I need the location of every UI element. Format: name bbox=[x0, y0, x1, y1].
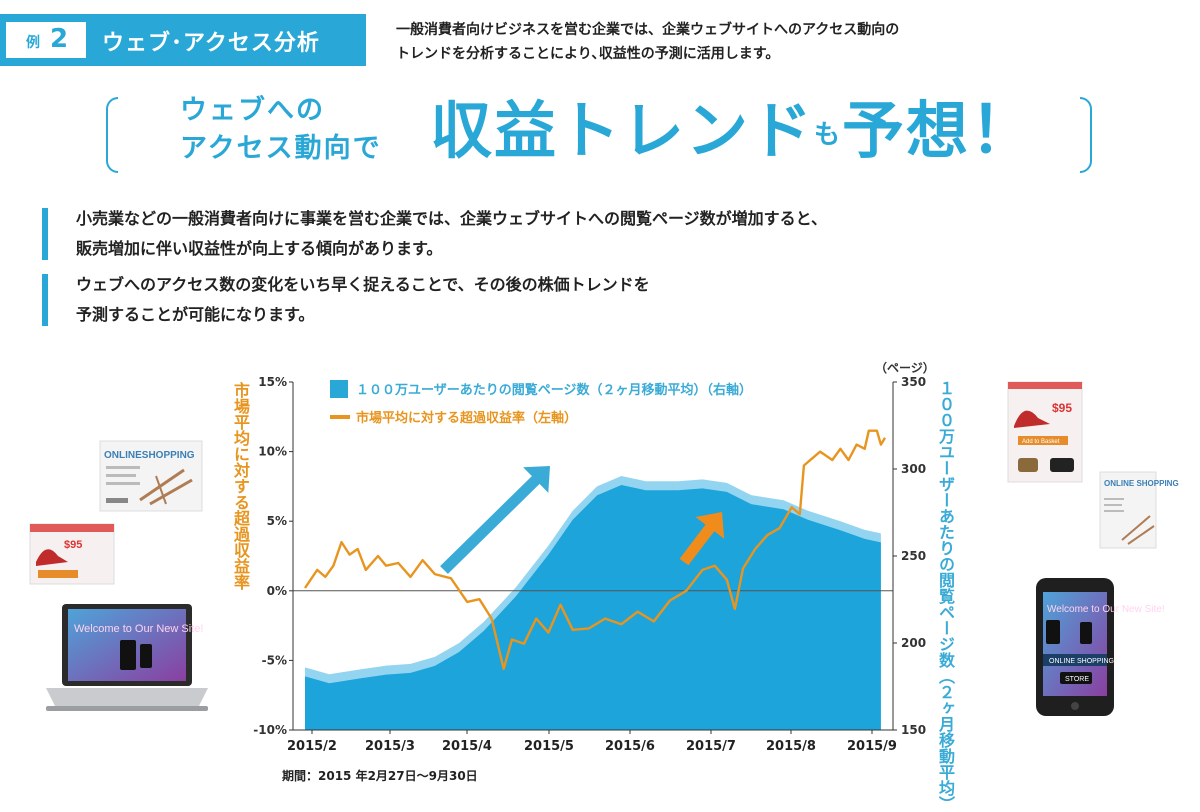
laptop-screen-text: Welcome to Our New Site! bbox=[74, 623, 203, 635]
legend-swatch-area bbox=[330, 380, 348, 398]
excess-return-line bbox=[304, 429, 887, 670]
legend-label-line: 市場平均に対する超過収益率（左軸） bbox=[356, 410, 577, 426]
period-note: 期間：2015 年2月27日～9月30日 bbox=[282, 768, 478, 783]
product-card-left: $95 bbox=[29, 523, 115, 585]
headline-main2: 予想 bbox=[842, 94, 971, 167]
price-tag-right: $95 bbox=[1052, 401, 1072, 415]
headline-lead-line: ウェブへの bbox=[180, 95, 325, 126]
point-2: ウェブへのアクセス数の変化をいち早く捉えることで、その後の株価トレンドを 予測す… bbox=[42, 270, 650, 330]
category-title: ウェブ･アクセス分析 bbox=[102, 31, 320, 56]
point-bar bbox=[42, 274, 48, 326]
left-tick-label: 5% bbox=[267, 514, 287, 528]
x-tick-label: 2015/4 bbox=[442, 739, 492, 754]
right-tick-label: 200 bbox=[901, 636, 926, 650]
header-description: 一般消費者向けビジネスを営む企業では、企業ウェブサイトへのアクセス動向の トレン… bbox=[396, 18, 899, 66]
phone-store-label: STORE bbox=[1065, 676, 1089, 683]
headline-particle: も bbox=[814, 119, 843, 150]
left-tick-label: -5% bbox=[262, 653, 287, 667]
laptop-illustration: Welcome to Our New Site! bbox=[46, 604, 208, 711]
x-tick-label: 2015/7 bbox=[686, 739, 736, 754]
headline-lead: ウェブへの アクセス動向で bbox=[180, 92, 382, 168]
left-axis-title: 市場平均に対する超過収益率 bbox=[231, 382, 250, 590]
price-tag: $95 bbox=[64, 539, 82, 551]
right-tick-label: 250 bbox=[901, 549, 926, 563]
left-tick-label: 10% bbox=[258, 445, 287, 459]
right-tick-label: 350 bbox=[901, 375, 926, 389]
right-axis-unit: （ページ） bbox=[875, 360, 935, 375]
headline-exclamation: ！ bbox=[970, 94, 1037, 168]
card-title-right: ONLINE SHOPPING bbox=[1104, 479, 1179, 488]
point-line: 販売増加に伴い収益性が向上する傾向があります。 bbox=[76, 239, 443, 258]
shopping-card-right: ONLINE SHOPPING bbox=[1099, 471, 1179, 549]
phone-screen-text: Welcome to Our New Site! bbox=[1047, 604, 1165, 615]
left-tick-label: 15% bbox=[258, 375, 287, 389]
x-tick-label: 2015/9 bbox=[847, 739, 897, 754]
description-line: 一般消費者向けビジネスを営む企業では、企業ウェブサイトへのアクセス動向の bbox=[396, 22, 900, 38]
product-card-right: $95 Add to Basket bbox=[1007, 381, 1083, 483]
point-bar bbox=[42, 208, 48, 260]
example-label: 例 bbox=[26, 35, 40, 51]
right-tick-label: 150 bbox=[901, 723, 926, 737]
point-1: 小売業などの一般消費者向けに事業を営む企業では、企業ウェブサイトへの閲覧ページ数… bbox=[42, 204, 827, 264]
page-views-area bbox=[305, 485, 881, 730]
card-title: ONLINESHOPPING bbox=[104, 450, 195, 461]
x-tick-label: 2015/8 bbox=[766, 739, 816, 754]
description-line: トレンドを分析することにより､収益性の予測に活用します。 bbox=[396, 46, 780, 62]
x-tick-label: 2015/2 bbox=[287, 739, 337, 754]
smartphone-illustration: Welcome to Our New Site! ONLINE SHOPPING… bbox=[1036, 578, 1165, 716]
example-number: 2 bbox=[50, 24, 69, 54]
trend-arrow-pageviews bbox=[440, 466, 550, 574]
right-tick-label: 300 bbox=[901, 462, 926, 476]
add-to-basket-label: Add to Basket bbox=[1022, 439, 1060, 445]
x-tick-label: 2015/5 bbox=[524, 739, 574, 754]
x-tick-label: 2015/6 bbox=[605, 739, 655, 754]
x-tick-label: 2015/3 bbox=[365, 739, 415, 754]
example-tag: 例 2 ウェブ･アクセス分析 bbox=[0, 14, 366, 66]
headline-lead-line: アクセス動向で bbox=[180, 133, 382, 164]
point-line: ウェブへのアクセス数の変化をいち早く捉えることで、その後の株価トレンドを bbox=[76, 275, 650, 294]
left-tick-label: 0% bbox=[267, 584, 287, 598]
point-line: 小売業などの一般消費者向けに事業を営む企業では、企業ウェブサイトへの閲覧ページ数… bbox=[76, 209, 828, 228]
point-line: 予測することが可能になります。 bbox=[76, 305, 315, 324]
example-badge: 例 2 bbox=[6, 22, 86, 58]
shopping-card-left: ONLINESHOPPING bbox=[99, 440, 203, 512]
phone-banner: ONLINE SHOPPING bbox=[1049, 658, 1114, 665]
headline-main: 収益トレンドも予想！ bbox=[430, 96, 1036, 170]
trend-arrow-return bbox=[679, 512, 725, 566]
left-tick-label: -10% bbox=[253, 723, 287, 737]
right-axis-title: １００万ユーザーあたりの閲覧ページ数（２ヶ月移動平均） bbox=[936, 380, 955, 812]
legend-label-area: １００万ユーザーあたりの閲覧ページ数（２ヶ月移動平均）（右軸） bbox=[356, 382, 752, 398]
headline-main-text: 収益トレンド bbox=[430, 94, 815, 167]
